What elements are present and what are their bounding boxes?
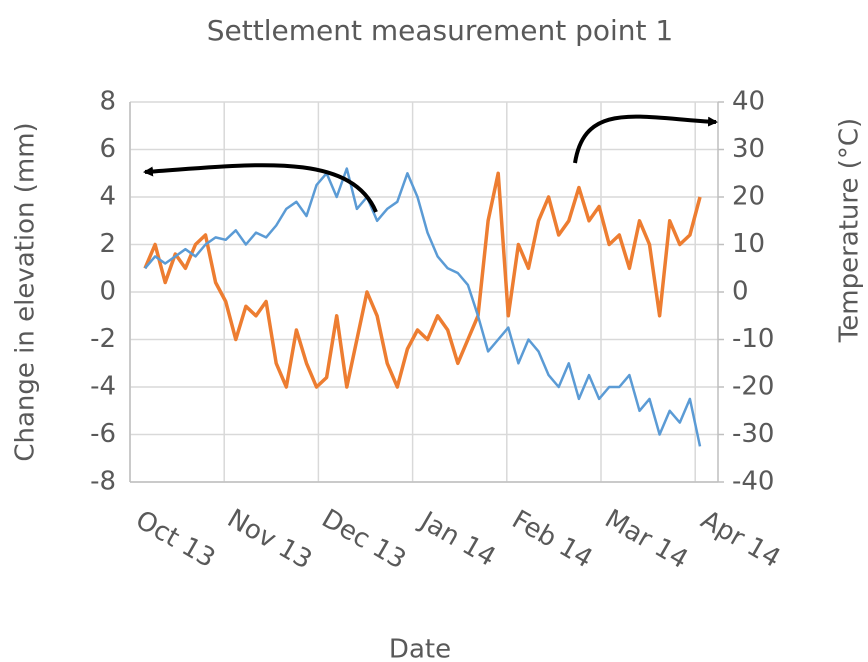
y2-axis-title: Temperature (°C)	[835, 118, 865, 343]
x-axis-title: Date	[389, 635, 451, 662]
x-tick-label: Mar 14	[600, 504, 693, 575]
y-tick-label: -6	[90, 419, 116, 449]
grid	[129, 101, 724, 483]
y2-tick-label: -40	[732, 467, 774, 497]
y-tick-label: -8	[90, 467, 116, 497]
data-line	[143, 171, 702, 389]
y-tick-label: 8	[99, 87, 116, 117]
y2-tick-label: -10	[732, 324, 774, 354]
arrow-left	[143, 163, 378, 213]
y-tick-label: 6	[99, 134, 116, 164]
x-tick-label: Apr 14	[696, 505, 786, 574]
x-tick-label: Dec 13	[316, 504, 410, 576]
y2-tick-label: 10	[732, 229, 765, 259]
y2-tick-label: 20	[732, 182, 765, 212]
y2-tick-label: 0	[732, 277, 749, 307]
x-tick-label: Feb 14	[507, 505, 598, 575]
lines	[143, 167, 702, 447]
y2-tick-label: -30	[732, 419, 774, 449]
x-tick-label: Nov 13	[222, 504, 317, 576]
y-axis-title: Change in elevation (mm)	[11, 122, 41, 461]
x-tick-label: Oct 13	[130, 505, 220, 574]
y2-tick-label: 30	[732, 134, 765, 164]
y2-tick-label: -20	[732, 372, 774, 402]
y-tick-label: -2	[90, 324, 116, 354]
y-tick-label: 4	[99, 182, 116, 212]
y-tick-label: -4	[90, 372, 116, 402]
chart-title: Settlement measurement point 1	[207, 14, 673, 47]
y-tick-label: 0	[99, 277, 116, 307]
arrow-right	[573, 114, 718, 164]
y-tick-label: 2	[99, 229, 116, 259]
y2-tick-label: 40	[732, 87, 765, 117]
data-line	[144, 167, 702, 447]
x-tick-label: Jan 14	[413, 505, 500, 573]
